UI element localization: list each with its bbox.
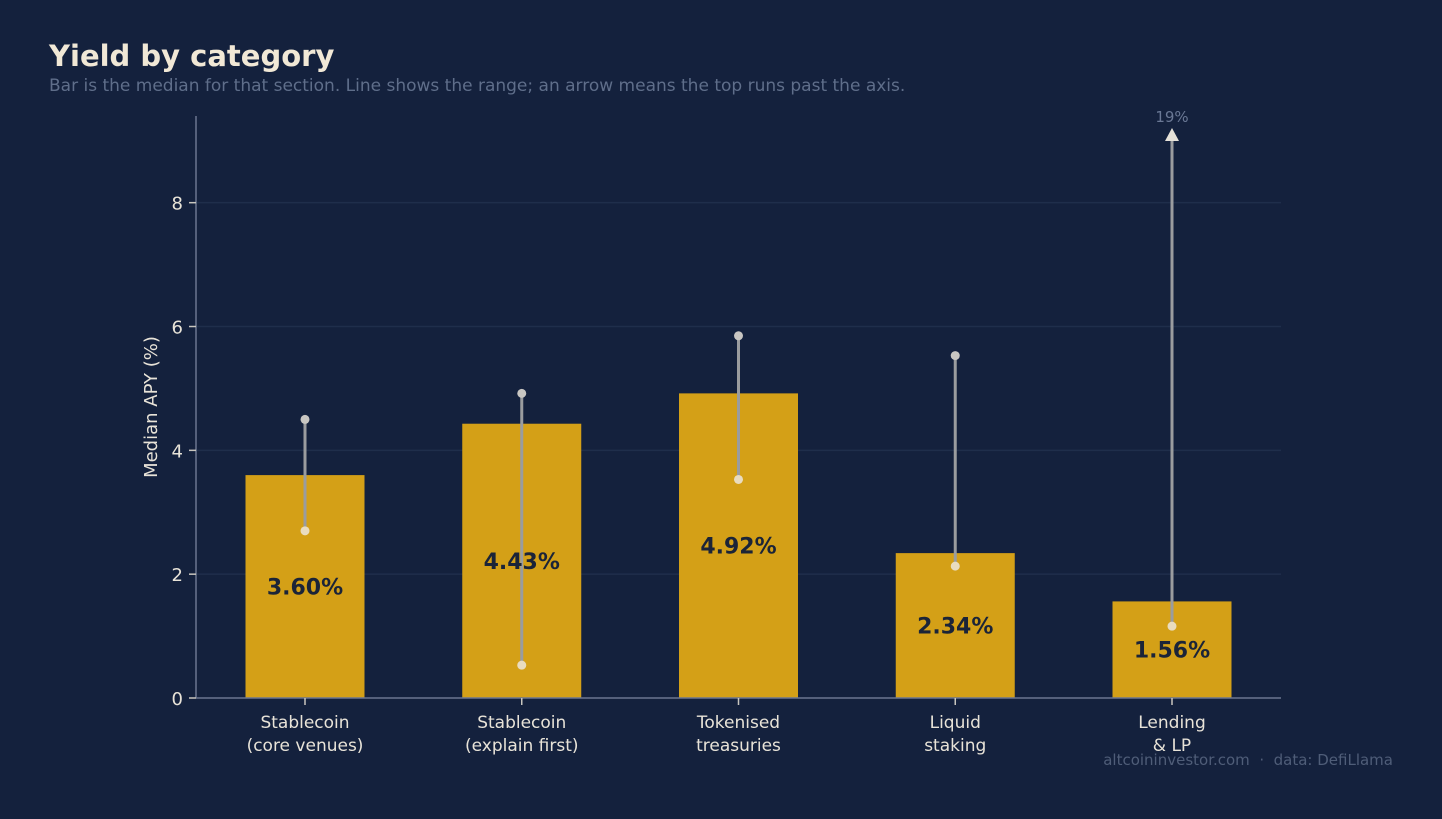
y-tick-label: 8 bbox=[172, 194, 183, 215]
axes bbox=[189, 116, 1281, 705]
x-tick-label: Tokenised treasuries bbox=[696, 713, 781, 756]
y-tick-label: 2 bbox=[172, 565, 183, 586]
x-tick-label-line: Liquid bbox=[930, 713, 981, 733]
x-tick-label: Lending & LP bbox=[1138, 713, 1206, 756]
range-high-marker bbox=[734, 331, 743, 341]
range-low-marker bbox=[300, 526, 310, 536]
x-tick-label-line: (explain first) bbox=[465, 736, 579, 756]
range-high-marker bbox=[517, 388, 527, 398]
x-tick-label-line: staking bbox=[924, 736, 986, 756]
overflow-value-label: 19% bbox=[1155, 108, 1188, 126]
y-tick-label: 6 bbox=[172, 318, 183, 339]
source-credit: altcoininvestor.com · data: DefiLlama bbox=[1103, 751, 1393, 769]
bar-value-label: 4.43% bbox=[484, 550, 560, 575]
x-tick-label-line: Stablecoin bbox=[260, 713, 349, 733]
x-tick-label-line: treasuries bbox=[696, 736, 781, 756]
bar-value-label: 2.34% bbox=[917, 615, 993, 640]
chart-subtitle: Bar is the median for that section. Line… bbox=[49, 76, 906, 96]
bar-value-label: 4.92% bbox=[700, 535, 776, 560]
chart-title: Yield by category bbox=[49, 39, 335, 73]
overflow-arrow bbox=[1165, 128, 1179, 141]
x-tick-label-line: Stablecoin bbox=[477, 713, 566, 733]
x-tick-label: Stablecoin (explain first) bbox=[465, 713, 579, 756]
x-tick-label-line: & LP bbox=[1153, 736, 1191, 756]
range-high-marker bbox=[300, 414, 310, 424]
y-tick-label: 4 bbox=[172, 441, 183, 462]
x-tick-label: Stablecoin (core venues) bbox=[247, 713, 364, 756]
range-low-marker bbox=[517, 660, 527, 670]
bar bbox=[895, 553, 1015, 698]
x-tick-label: Liquid staking bbox=[924, 713, 986, 756]
range-low-marker bbox=[950, 561, 960, 571]
range-high-marker bbox=[950, 351, 960, 361]
y-tick-label: 0 bbox=[172, 689, 183, 710]
y-axis-label: Median APY (%) bbox=[141, 336, 162, 478]
x-tick-label-line: Lending bbox=[1138, 713, 1206, 733]
labels: 3.60% 4.43% 4.92% 2.34% 1.56% 19% 0 2 4 6 8 Stablec… bbox=[141, 108, 1210, 756]
range-low-marker bbox=[1167, 621, 1177, 631]
x-tick-label-line: (core venues) bbox=[247, 736, 364, 756]
bar-value-label: 3.60% bbox=[267, 576, 343, 601]
x-tick-label-line: Tokenised bbox=[696, 713, 780, 733]
range-low-marker bbox=[734, 474, 743, 484]
range-lines bbox=[300, 128, 1179, 670]
bar-value-label: 1.56% bbox=[1134, 639, 1210, 664]
